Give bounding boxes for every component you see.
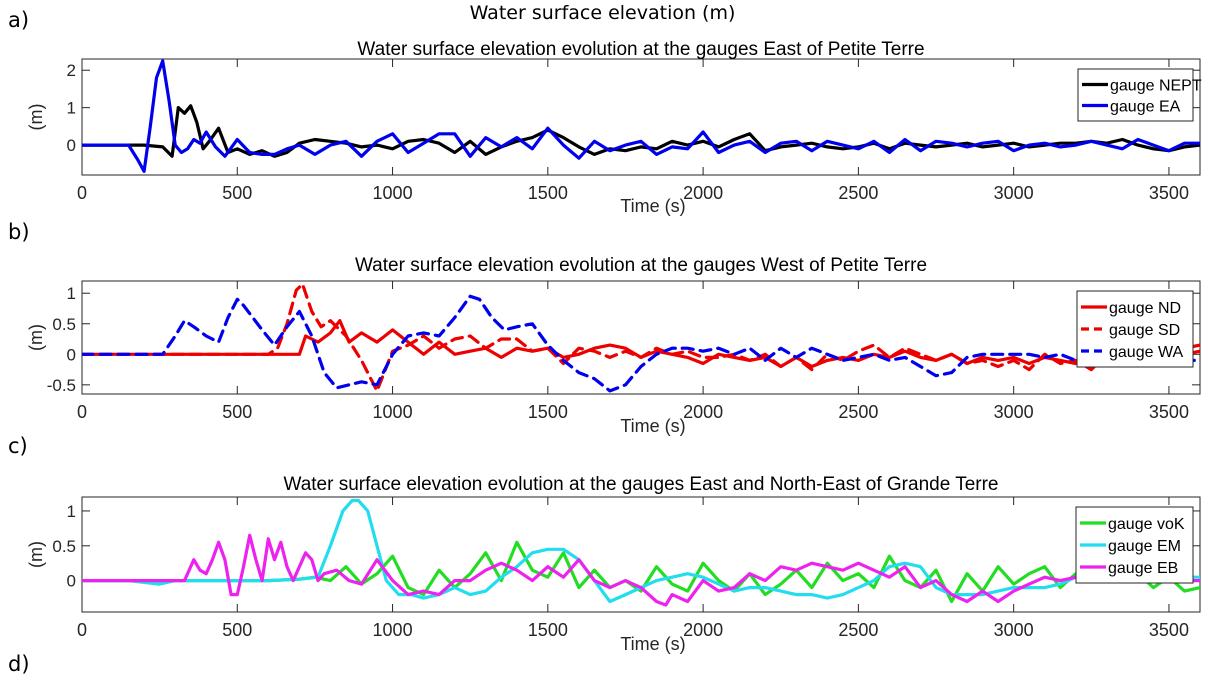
y-tick-label: 1	[67, 284, 76, 303]
x-tick-label: 0	[77, 183, 87, 203]
x-axis-label: Time (s)	[620, 196, 685, 216]
x-tick-label: 1000	[373, 402, 413, 422]
series-line-gauge-eb	[82, 533, 1200, 607]
x-tick-label: 2500	[838, 183, 878, 203]
chart-title: Water surface elevation evolution at the…	[357, 39, 924, 60]
series-group	[82, 282, 1200, 393]
legend: gauge NEPT gauge EA	[1077, 68, 1202, 122]
y-axis-label: (m)	[26, 541, 46, 568]
x-axis-label: Time (s)	[620, 634, 685, 654]
series-line-gauge-ea	[82, 59, 1200, 173]
legend-label: gauge EB	[1108, 560, 1178, 577]
x-tick-label: 500	[222, 402, 252, 422]
x-tick-label: 1500	[528, 620, 568, 640]
x-tick-label: 3000	[994, 402, 1034, 422]
legend: gauge ND gauge SD gauge WA	[1076, 290, 1194, 368]
y-tick-label: 0	[67, 345, 76, 364]
x-tick-label: 3500	[1149, 183, 1189, 203]
x-tick-label: 2000	[683, 402, 723, 422]
x-tick-label: 3000	[994, 183, 1034, 203]
chart-title: Water surface elevation evolution at the…	[355, 255, 927, 276]
plot-area	[81, 280, 1201, 395]
x-tick-label: 1000	[373, 620, 413, 640]
x-tick-label: 1500	[528, 183, 568, 203]
legend-box	[1077, 68, 1194, 122]
chart-panel-3: 0 500 1000 1500 2000 2500 3000 3500 0 0.5 1 Water s…	[26, 474, 1201, 654]
x-tick-label: 2500	[838, 620, 878, 640]
legend-label: gauge NEPT	[1110, 78, 1202, 95]
x-tick-label: 1500	[528, 402, 568, 422]
legend: gauge voK gauge EM gauge EB	[1075, 506, 1194, 584]
series-group	[82, 498, 1200, 607]
y-tick-label: -0.5	[47, 376, 76, 395]
x-tick-label: 2000	[683, 183, 723, 203]
legend-label: gauge voK	[1108, 516, 1185, 533]
chart-panel-2: 0 500 1000 1500 2000 2500 3000 3500-0.500.51Wat…	[26, 255, 1201, 436]
y-tick-label: 0.5	[52, 315, 76, 334]
x-tick-label: 3500	[1149, 402, 1189, 422]
x-tick-label: 3000	[994, 620, 1034, 640]
x-tick-label: 0	[77, 402, 87, 422]
x-tick-label: 0	[77, 620, 87, 640]
x-tick-label: 2500	[838, 402, 878, 422]
legend-label: gauge SD	[1109, 322, 1180, 339]
series-line-gauge-sd	[82, 282, 1200, 393]
panel-letter-a: a)	[8, 8, 30, 32]
x-tick-label: 500	[222, 183, 252, 203]
legend-label: gauge EA	[1110, 99, 1181, 116]
x-tick-label: 3500	[1149, 620, 1189, 640]
plot-area	[81, 496, 1201, 613]
chart-panel-1: 0 500 1000 1500 2000 2500 3000 3500 0 1 2 Water sur…	[26, 39, 1202, 216]
x-tick-label: 1000	[373, 183, 413, 203]
y-tick-label: 2	[67, 61, 76, 80]
x-tick-label: 2000	[683, 620, 723, 640]
panel-letter-d: d)	[8, 652, 30, 676]
y-axis-label: (m)	[26, 104, 46, 131]
legend-label: gauge WA	[1109, 344, 1183, 361]
y-tick-label: 0.5	[52, 537, 76, 556]
y-tick-label: 0	[67, 572, 76, 591]
series-line-gauge-wa	[82, 294, 1200, 393]
y-tick-label: 0	[67, 136, 76, 155]
x-axis-label: Time (s)	[620, 416, 685, 436]
y-tick-label: 1	[67, 99, 76, 118]
x-tick-label: 500	[222, 620, 252, 640]
legend-label: gauge ND	[1109, 300, 1181, 317]
y-tick-label: 1	[67, 502, 76, 521]
series-group	[82, 59, 1200, 173]
plot-area	[81, 58, 1201, 176]
chart-title: Water surface elevation evolution at the…	[283, 474, 998, 495]
figure-header-title: Water surface elevation (m)	[469, 2, 736, 24]
y-axis-label: (m)	[26, 324, 46, 351]
panel-letter-b: b)	[8, 220, 30, 244]
legend-label: gauge EM	[1108, 538, 1181, 555]
panel-letter-c: c)	[8, 434, 28, 458]
